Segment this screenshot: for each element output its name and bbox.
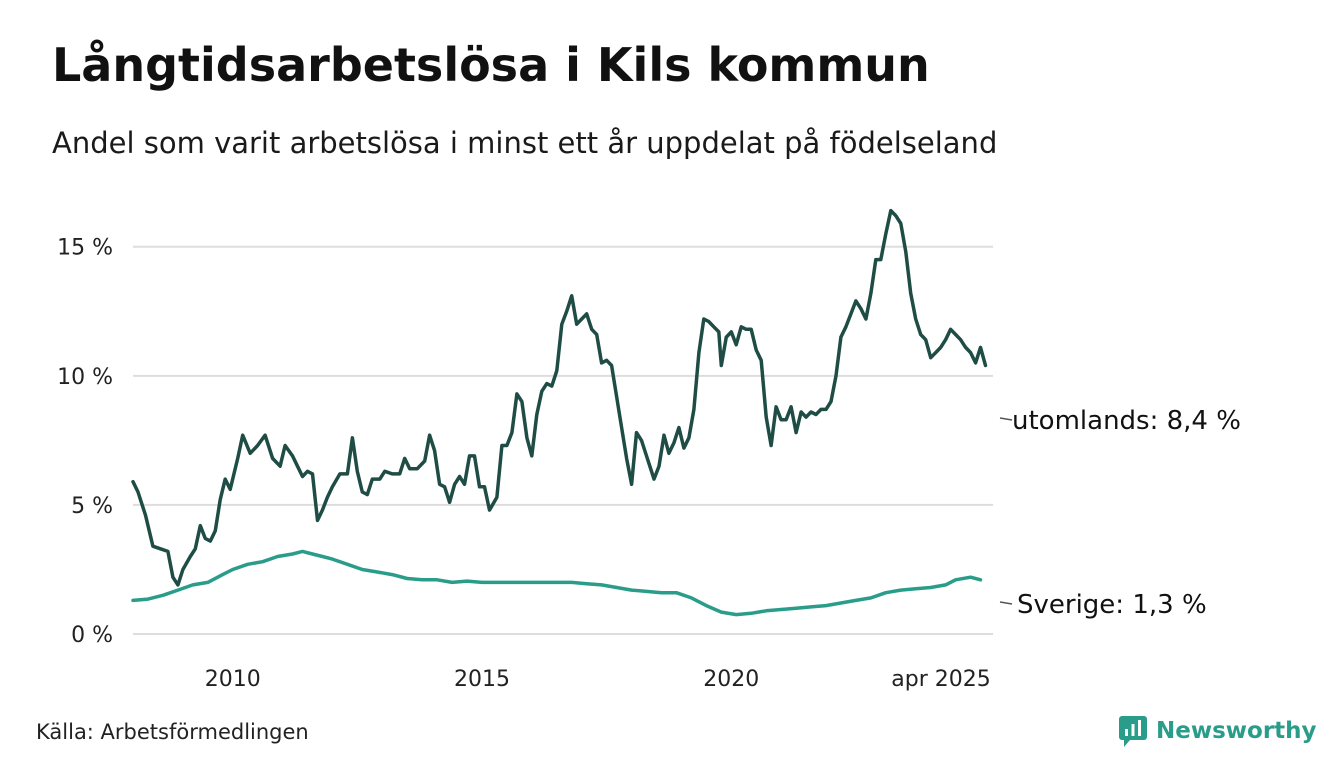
end-label-connector-utomlands	[999, 417, 1013, 421]
chart-subtitle: Andel som varit arbetslösa i minst ett å…	[52, 126, 998, 160]
end-label-sverige: Sverige: 1,3 %	[1017, 590, 1207, 620]
x-tick-label: apr 2025	[891, 667, 990, 692]
end-label-utomlands: utomlands: 8,4 %	[1012, 406, 1241, 436]
y-tick-label: 0 %	[71, 623, 113, 648]
brand-logo: Newsworthy	[1118, 714, 1317, 748]
series-line-utomlands	[131, 208, 988, 587]
y-tick-label: 15 %	[57, 236, 113, 261]
series-end-labels: utomlands: 8,4 % Sverige: 1,3 %	[999, 406, 1241, 620]
x-tick-label: 2020	[703, 667, 759, 692]
y-tick-label: 5 %	[71, 494, 113, 519]
y-tick-label: 10 %	[57, 365, 113, 390]
series-line-sverige	[131, 549, 983, 617]
y-axis-ticks: 0 % 5 % 10 % 15 %	[57, 236, 113, 648]
end-label-connector-sverige	[999, 601, 1013, 605]
series-lines	[131, 208, 988, 617]
x-tick-label: 2015	[454, 667, 510, 692]
chart-title: Långtidsarbetslösa i Kils kommun	[52, 38, 930, 92]
source-note: Källa: Arbetsförmedlingen	[36, 720, 309, 744]
x-tick-label: 2010	[205, 667, 261, 692]
x-axis-ticks: 2010 2015 2020 apr 2025	[205, 667, 991, 692]
grid-lines	[133, 245, 993, 635]
newsworthy-logo-icon	[1119, 716, 1147, 747]
brand-name: Newsworthy	[1156, 718, 1317, 744]
